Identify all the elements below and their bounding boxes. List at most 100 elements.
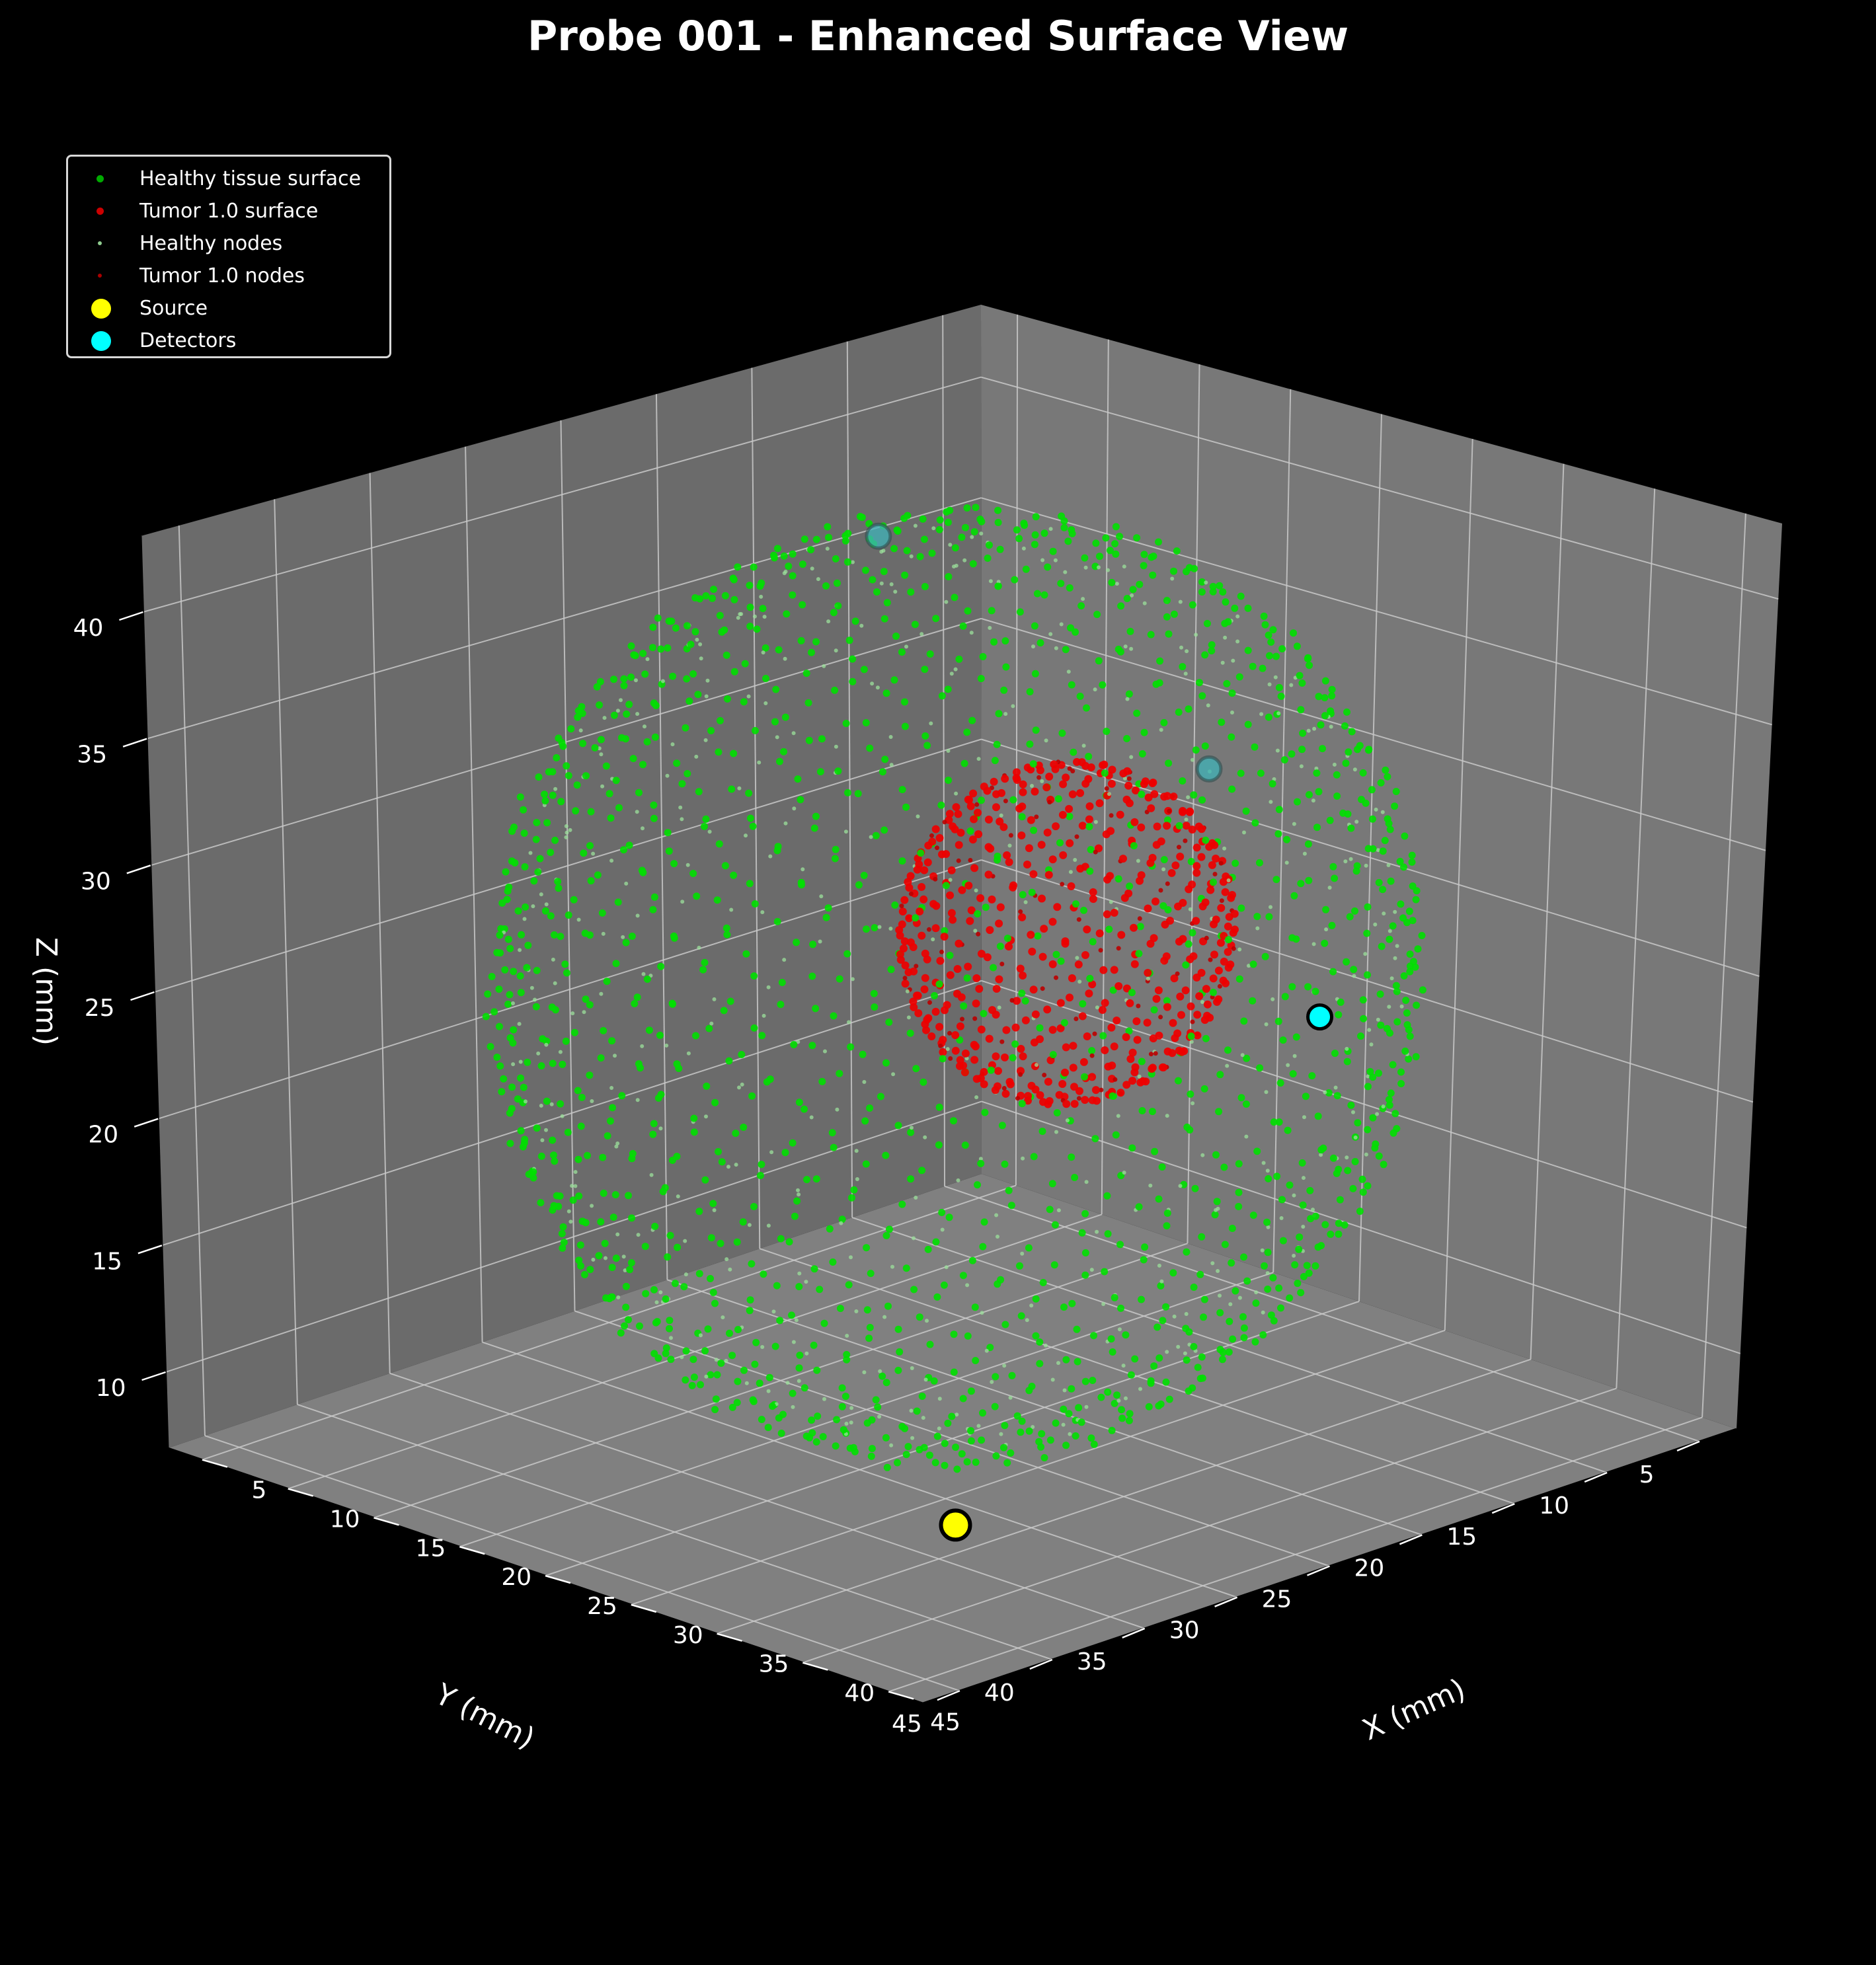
tumor-surface-point: [951, 825, 959, 833]
healthy-node-point: [1273, 675, 1278, 679]
healthy-surface-point: [680, 1283, 688, 1291]
healthy-surface-point: [1290, 629, 1297, 637]
tumor-surface-point: [1221, 888, 1230, 896]
healthy-node-point: [1225, 1063, 1230, 1068]
healthy-surface-point: [1263, 1218, 1271, 1226]
tumor-surface-point: [953, 965, 962, 973]
healthy-surface-point: [1164, 906, 1172, 913]
healthy-surface-point: [780, 552, 788, 560]
healthy-node-point: [565, 830, 569, 835]
healthy-surface-point: [1321, 677, 1329, 685]
healthy-surface-point: [1218, 1356, 1226, 1364]
healthy-surface-point: [1150, 1362, 1158, 1370]
healthy-node-point: [531, 904, 535, 909]
healthy-surface-point: [1095, 657, 1103, 665]
healthy-surface-point: [559, 1223, 567, 1231]
healthy-surface-point: [799, 560, 806, 568]
healthy-surface-point: [1372, 1140, 1380, 1148]
healthy-surface-point: [1378, 943, 1386, 950]
healthy-surface-point: [1341, 1221, 1348, 1229]
grid-line-z-left: [157, 859, 982, 1120]
tumor-node-point: [1167, 808, 1172, 814]
healthy-node-point: [1352, 974, 1356, 978]
healthy-surface-point: [611, 1191, 619, 1199]
healthy-surface-point: [774, 843, 782, 851]
healthy-node-point: [615, 709, 620, 713]
tumor-surface-point: [935, 1022, 944, 1031]
healthy-surface-point: [1228, 1259, 1235, 1267]
healthy-surface-point: [1187, 1090, 1194, 1098]
healthy-surface-point: [963, 728, 971, 736]
healthy-surface-point: [543, 1097, 551, 1105]
healthy-node-point: [844, 1422, 849, 1426]
healthy-surface-point: [1008, 1371, 1016, 1379]
grid-line-z-right: [980, 497, 1772, 726]
healthy-surface-point: [539, 1035, 547, 1043]
tumor-surface-point: [1019, 972, 1027, 980]
healthy-surface-point: [497, 925, 505, 933]
tumor-surface-point: [974, 830, 983, 839]
tumor-surface-point: [1152, 897, 1159, 905]
healthy-node-point: [1376, 1017, 1380, 1022]
healthy-node-point: [760, 1345, 765, 1349]
healthy-surface-point: [1077, 1418, 1085, 1426]
healthy-node-point: [522, 917, 527, 921]
healthy-surface-point: [1090, 1440, 1098, 1448]
healthy-surface-point: [869, 576, 877, 584]
tumor-surface-point: [1043, 828, 1052, 837]
healthy-surface-point: [1060, 517, 1068, 525]
z-tick-mark: [126, 865, 151, 874]
healthy-node-point: [869, 835, 873, 839]
healthy-surface-point: [943, 508, 951, 516]
healthy-surface-point: [1406, 1032, 1414, 1040]
healthy-node-point: [1184, 817, 1189, 822]
tumor-surface-point: [960, 1068, 969, 1077]
grid-line-z-right: [981, 1100, 1741, 1354]
healthy-surface-point: [873, 588, 880, 596]
healthy-surface-point: [1153, 1323, 1161, 1331]
healthy-surface-point: [1087, 846, 1095, 853]
healthy-surface-point: [662, 1350, 670, 1358]
tumor-surface-point: [1088, 980, 1097, 989]
healthy-node-point: [1172, 1314, 1177, 1319]
tumor-surface-point: [972, 999, 980, 1008]
healthy-node-point: [616, 1295, 621, 1299]
healthy-node-point: [591, 1257, 596, 1262]
tumor-surface-point: [976, 894, 985, 902]
healthy-surface-point: [1163, 597, 1171, 604]
healthy-surface-point: [1033, 590, 1041, 597]
healthy-node-point: [834, 744, 838, 749]
healthy-node-point: [1367, 1028, 1372, 1032]
healthy-node-point: [889, 1443, 894, 1447]
tumor-node-point: [1208, 957, 1213, 962]
tumor-node-point: [1099, 1087, 1104, 1093]
healthy-surface-point: [1275, 1118, 1283, 1126]
healthy-node-point: [1146, 976, 1150, 981]
healthy-surface-point: [1377, 779, 1385, 787]
tumor-surface-point: [1222, 979, 1230, 987]
healthy-surface-point: [809, 941, 817, 948]
healthy-surface-point: [1275, 1284, 1283, 1292]
healthy-surface-point: [516, 793, 524, 801]
healthy-node-point: [744, 833, 748, 838]
healthy-surface-point: [1357, 1032, 1364, 1040]
healthy-surface-point: [935, 980, 943, 988]
healthy-surface-point: [577, 1262, 584, 1270]
healthy-surface-point: [558, 739, 566, 747]
healthy-surface-point: [894, 1459, 901, 1467]
tumor-surface-point: [1053, 903, 1062, 911]
healthy-surface-point: [960, 1002, 968, 1010]
healthy-surface-point: [718, 628, 726, 636]
healthy-surface-point: [1360, 1015, 1368, 1022]
tumor-surface-point: [1208, 861, 1216, 869]
healthy-surface-point: [550, 1151, 557, 1159]
healthy-node-point: [1089, 1268, 1094, 1272]
healthy-surface-point: [1040, 529, 1048, 537]
healthy-surface-point: [570, 1028, 578, 1036]
healthy-surface-point: [1265, 913, 1273, 921]
tumor-node-point: [1076, 917, 1081, 922]
healthy-surface-point: [986, 541, 993, 549]
healthy-surface-point: [1397, 1068, 1405, 1076]
tumor-node-point: [1204, 935, 1209, 941]
healthy-node-point: [854, 1149, 859, 1153]
